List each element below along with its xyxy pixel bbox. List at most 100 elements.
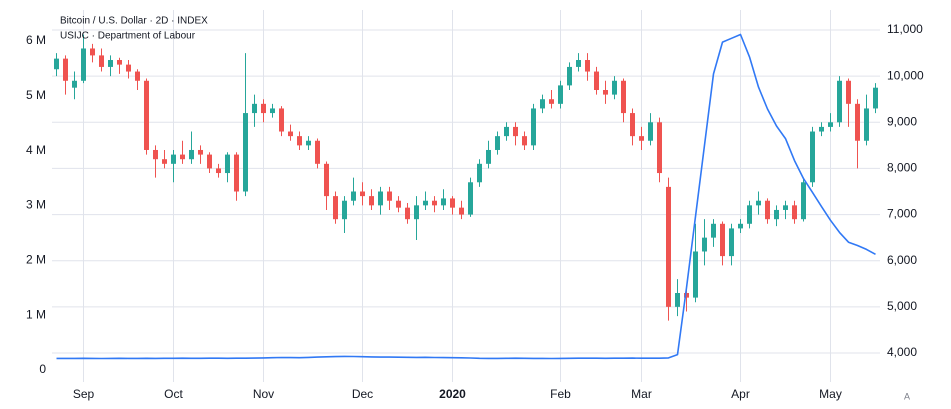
- candle-body: [819, 126, 824, 132]
- candles: [54, 34, 878, 321]
- candle-body: [765, 200, 770, 220]
- candle-body: [612, 80, 617, 95]
- candle-body: [108, 60, 113, 67]
- candle-body: [540, 99, 545, 109]
- candle-body: [459, 207, 464, 215]
- candle-body: [306, 140, 311, 146]
- candle-body: [180, 154, 185, 160]
- candle-body: [828, 122, 833, 127]
- x-tick-label: Oct: [164, 387, 183, 401]
- auto-scale-button[interactable]: [899, 388, 915, 404]
- y2-tick-label: 10,000: [887, 68, 924, 82]
- y2-tick-label: 8,000: [887, 161, 917, 175]
- candle-body: [594, 71, 599, 91]
- candle-body: [396, 200, 401, 208]
- candle-body: [261, 103, 266, 114]
- candle-body: [189, 149, 194, 160]
- candle-body: [90, 48, 95, 56]
- candle-body: [621, 80, 626, 114]
- line-series: [56, 33, 876, 360]
- x-tick-label: Feb: [550, 387, 571, 401]
- x-tick-label: Apr: [731, 387, 750, 401]
- candle-body: [207, 154, 212, 169]
- candle-body: [126, 64, 131, 72]
- y2-tick-label: 9,000: [887, 114, 917, 128]
- candle-body: [504, 126, 509, 137]
- x-tick-label: 2020: [439, 387, 466, 401]
- candle-body: [675, 293, 680, 307]
- x-tick-label: Dec: [352, 387, 373, 401]
- x-tick-label: May: [819, 387, 842, 401]
- candle-body: [288, 131, 293, 137]
- candle-body: [360, 191, 365, 197]
- candle-body: [423, 200, 428, 206]
- candle-body: [270, 108, 275, 114]
- candle-body: [297, 136, 302, 146]
- candle-body: [837, 80, 842, 123]
- candle-body: [738, 223, 743, 229]
- legend-label: Bitcoin / U.S. Dollar · 2D · INDEX: [60, 16, 208, 27]
- y-tick-label: 4 M: [26, 143, 46, 157]
- y2-tick-label: 11,000: [887, 22, 923, 36]
- candle-body: [162, 159, 167, 164]
- candle-body: [279, 108, 284, 132]
- candle-body: [558, 85, 563, 104]
- grid: [52, 10, 880, 382]
- candle-body: [135, 71, 140, 81]
- candle-body: [198, 149, 203, 155]
- candle-body: [567, 66, 572, 86]
- candle-body: [495, 136, 500, 150]
- candle-body: [783, 205, 788, 210]
- candle-body: [810, 131, 815, 183]
- candle-body: [117, 60, 122, 65]
- candle-body: [486, 149, 491, 164]
- candle-body: [342, 200, 347, 220]
- candle-body: [441, 198, 446, 206]
- candle-body: [414, 205, 419, 220]
- candle-body: [171, 154, 176, 164]
- candle-body: [522, 136, 527, 146]
- candle-body: [432, 200, 437, 206]
- candle-body: [648, 122, 653, 141]
- legend-label: USIJC · Department of Labour: [60, 31, 196, 42]
- candle-body: [639, 136, 644, 141]
- candle-body: [864, 108, 869, 141]
- y2-tick-label: 6,000: [887, 253, 917, 267]
- y-tick-label: 0: [39, 362, 46, 376]
- candle-body: [144, 80, 149, 150]
- candle-body: [792, 205, 797, 220]
- candle-body: [711, 223, 716, 238]
- candle-body: [387, 191, 392, 201]
- candle-body: [630, 113, 635, 137]
- candle-body: [225, 154, 230, 174]
- candle-body: [243, 113, 248, 192]
- y-tick-label: 2 M: [26, 253, 46, 267]
- candle-body: [153, 149, 158, 160]
- candle-body: [720, 223, 725, 257]
- y-tick-label: 6 M: [26, 33, 46, 47]
- y2-tick-label: 7,000: [887, 207, 917, 221]
- candle-body: [54, 58, 59, 70]
- candle-body: [684, 293, 689, 298]
- candle-body: [603, 90, 608, 95]
- candle-body: [405, 207, 410, 220]
- candle-body: [216, 168, 221, 174]
- candle-body: [873, 87, 878, 109]
- candle-body: [513, 126, 518, 137]
- candle-body: [747, 205, 752, 224]
- x-tick-label: Sep: [73, 387, 95, 401]
- candle-body: [729, 228, 734, 257]
- x-tick-label: Mar: [631, 387, 652, 401]
- candle-body: [468, 182, 473, 215]
- candle-body: [333, 196, 338, 220]
- candle-body: [576, 60, 581, 67]
- candle-body: [585, 60, 590, 72]
- auto-scale-label[interactable]: A: [904, 391, 910, 401]
- candle-body: [702, 237, 707, 252]
- candle-body: [63, 58, 68, 81]
- y-tick-label: 3 M: [26, 198, 46, 212]
- y-tick-label: 1 M: [26, 307, 46, 321]
